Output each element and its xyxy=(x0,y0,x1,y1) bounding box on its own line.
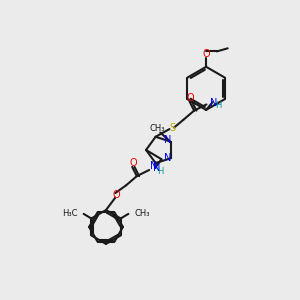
Text: S: S xyxy=(169,122,175,133)
Text: N: N xyxy=(150,161,157,171)
Text: CH₃: CH₃ xyxy=(134,208,150,217)
Text: N: N xyxy=(164,135,171,145)
Text: N: N xyxy=(210,98,218,108)
Text: O: O xyxy=(129,158,137,168)
Text: H: H xyxy=(158,167,164,176)
Text: H: H xyxy=(215,101,221,110)
Text: N: N xyxy=(153,164,160,173)
Text: O: O xyxy=(202,49,210,59)
Text: CH₃: CH₃ xyxy=(149,124,165,133)
Text: O: O xyxy=(187,92,194,103)
Text: H₃C: H₃C xyxy=(62,208,77,217)
Text: N: N xyxy=(164,153,171,163)
Text: O: O xyxy=(113,190,121,200)
